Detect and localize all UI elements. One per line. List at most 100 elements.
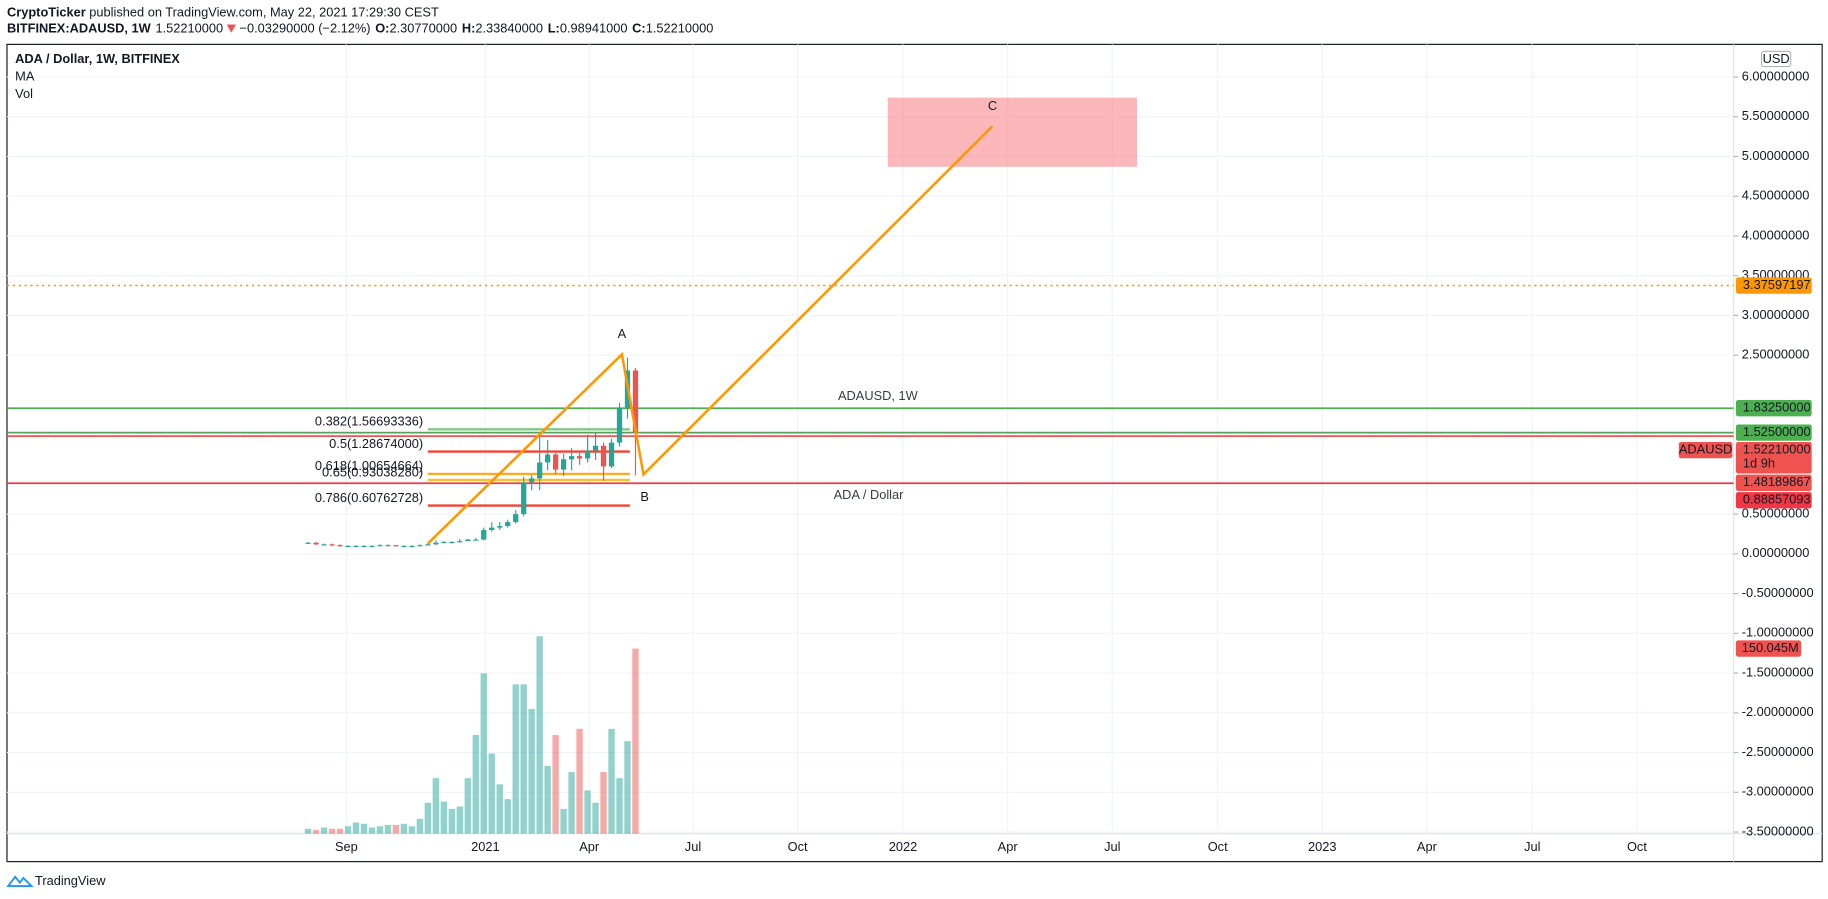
- volume-bar: [512, 684, 519, 834]
- x-tick-label: 2022: [889, 839, 918, 854]
- price-label-box: [1735, 277, 1812, 294]
- volume-bar: [504, 799, 511, 834]
- price-change: −0.03290000 (−2.12%): [239, 21, 370, 36]
- volume-bar: [608, 728, 615, 834]
- y-tick-label: 0.00000000: [1742, 545, 1810, 560]
- price-label: 1.83250000: [1743, 400, 1811, 415]
- change-arrow: [226, 24, 236, 33]
- volume-bar: [544, 765, 551, 834]
- candle-body: [369, 545, 375, 548]
- ohlc-value: 0.98941000: [560, 21, 628, 36]
- last-price: 1.52210000: [155, 21, 223, 36]
- target-zone: [887, 97, 1138, 167]
- volume-bar: [616, 778, 623, 834]
- candle-body: [409, 545, 415, 548]
- candle-body: [305, 542, 311, 544]
- candle-body: [417, 545, 423, 547]
- x-tick-label: Apr: [579, 839, 600, 854]
- price-label: 1.48189867: [1743, 474, 1811, 489]
- volume-bar: [496, 784, 503, 834]
- fib-label: 0.382(1.56693336): [315, 414, 423, 429]
- volume-bar: [480, 673, 487, 834]
- volume-bar: [456, 806, 463, 834]
- candle-body: [489, 527, 495, 531]
- last-price-label: 1.52210000: [1743, 442, 1811, 457]
- volume-bar: [432, 778, 440, 834]
- candle-body: [385, 545, 391, 547]
- candle-body: [457, 541, 463, 543]
- ohlc-value: 1.52210000: [646, 21, 714, 36]
- volume-bar: [520, 684, 527, 834]
- candle-body: [568, 456, 575, 460]
- y-tick-label: -1.00000000: [1742, 625, 1814, 640]
- volume-bar: [584, 790, 591, 834]
- pattern-label: B: [640, 489, 649, 504]
- y-unit: USD: [1763, 51, 1790, 66]
- y-tick-label: 5.00000000: [1742, 148, 1810, 163]
- candle-body: [545, 454, 551, 463]
- candle-body: [321, 544, 327, 546]
- volume-bar: [592, 802, 599, 834]
- x-tick-label: Jul: [685, 839, 701, 854]
- x-tick-label: Jul: [1104, 839, 1120, 854]
- volume-bar: [392, 825, 400, 834]
- candle-body: [313, 542, 319, 545]
- price-label-box: [1735, 474, 1812, 491]
- x-tick-label: Oct: [1627, 839, 1647, 854]
- symbol-tag: ADAUSD: [1679, 442, 1732, 457]
- footer-brand: TradingView: [35, 873, 106, 888]
- volume-bar: [328, 828, 336, 834]
- y-tick-label: 3.00000000: [1742, 307, 1810, 322]
- watermark: ADAUSD, 1W ADA / Dollar: [834, 388, 919, 502]
- candle-body: [377, 545, 383, 547]
- candle-body: [441, 541, 447, 544]
- published-note: published on TradingView.com, May 22, 20…: [89, 4, 439, 19]
- y-tick-label: 5.50000000: [1742, 108, 1810, 123]
- x-tick-label: Oct: [788, 839, 808, 854]
- price-label-box: [1735, 424, 1812, 441]
- candle-body: [632, 370, 639, 433]
- candle-body: [425, 544, 431, 546]
- fib-label: 0.65(0.93038280): [322, 464, 423, 479]
- volume-bar: [560, 808, 567, 834]
- y-tick-label: 6.00000000: [1742, 68, 1810, 83]
- volume-bar: [568, 771, 575, 834]
- y-tick-label: -3.50000000: [1742, 823, 1814, 838]
- x-tick-label: Sep: [335, 839, 358, 854]
- volume-bar: [336, 828, 344, 834]
- candle-body: [433, 542, 439, 545]
- volume-bar: [376, 826, 384, 834]
- unit-box: [1760, 50, 1792, 68]
- x-tick-label: Apr: [998, 839, 1019, 854]
- price-label: 3.37597197: [1743, 277, 1811, 292]
- volume-bar: [408, 826, 416, 834]
- volume-bar: [624, 741, 631, 834]
- candle-body: [513, 514, 519, 523]
- volume-bar: [552, 734, 559, 834]
- legend-entry: MA: [15, 68, 35, 83]
- y-tick-label: 0.50000000: [1742, 506, 1810, 521]
- y-tick-label: 4.50000000: [1742, 188, 1810, 203]
- ohlc-key: C:: [632, 21, 646, 36]
- x-tick-label: Apr: [1417, 839, 1438, 854]
- price-label: 0.88857093: [1743, 492, 1811, 507]
- legend-entry: ADA / Dollar, 1W, BITFINEX: [15, 51, 180, 66]
- fib-label: 0.786(0.60762728): [315, 490, 423, 505]
- candle-body: [552, 454, 559, 470]
- volume-bar: [600, 771, 607, 834]
- x-tick-label: 2023: [1308, 839, 1337, 854]
- candle-body: [449, 541, 455, 544]
- volume-bar: [448, 808, 456, 834]
- candle-body: [329, 544, 335, 546]
- y-tick-label: -1.50000000: [1742, 664, 1814, 679]
- price-label-box: [1735, 492, 1812, 509]
- watermark-subtitle: ADA / Dollar: [834, 487, 905, 502]
- price-label-box: [1735, 400, 1812, 417]
- candle-body: [337, 545, 343, 547]
- fib-label: 0.618(1.00654664): [315, 458, 423, 473]
- volume-bar: [632, 648, 639, 834]
- volume-bar: [488, 753, 495, 834]
- candle-body: [361, 545, 367, 548]
- candle-body: [560, 459, 567, 470]
- volume-bar: [384, 825, 392, 834]
